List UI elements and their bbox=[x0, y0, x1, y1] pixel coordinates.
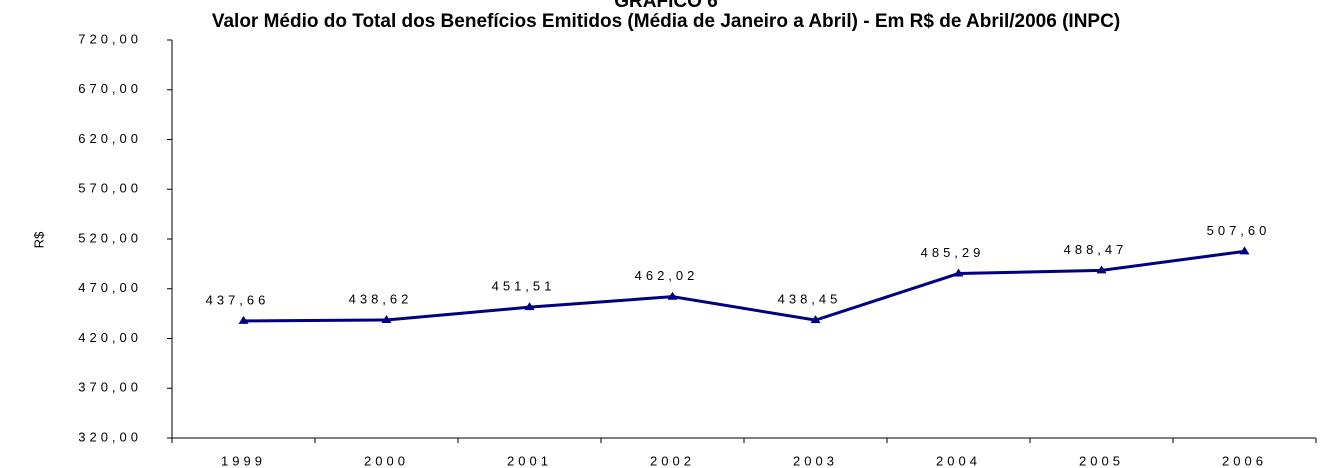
marker bbox=[810, 315, 821, 324]
data-label: 451,51 bbox=[492, 279, 556, 294]
data-label: 485,29 bbox=[921, 245, 985, 260]
chart-subtitle: Valor Médio do Total dos Benefícios Emit… bbox=[212, 11, 1120, 32]
data-label: 438,62 bbox=[349, 291, 413, 306]
y-axis-label: R$ bbox=[31, 231, 46, 248]
x-tick-label: 2002 bbox=[650, 453, 695, 468]
x-tick-label: 1999 bbox=[221, 453, 266, 468]
x-tick-label: 2001 bbox=[507, 453, 552, 468]
y-tick-label: 370,00 bbox=[78, 380, 142, 395]
x-tick-label: 2006 bbox=[1222, 453, 1267, 468]
y-tick-label: 520,00 bbox=[78, 230, 142, 245]
x-tick-label: 2003 bbox=[793, 453, 838, 468]
marker bbox=[381, 314, 392, 323]
data-label: 507,60 bbox=[1207, 223, 1271, 238]
y-tick-label: 670,00 bbox=[78, 81, 142, 96]
data-label: 488,47 bbox=[1064, 242, 1128, 257]
chart-title: GRÁFICO 6 bbox=[614, 0, 717, 12]
data-label: 438,45 bbox=[778, 292, 842, 307]
marker bbox=[524, 302, 535, 311]
y-tick-label: 570,00 bbox=[78, 181, 142, 196]
marker bbox=[953, 268, 964, 277]
x-tick-label: 2005 bbox=[1079, 453, 1124, 468]
x-tick-label: 2000 bbox=[364, 453, 409, 468]
y-tick-label: 720,00 bbox=[78, 31, 142, 46]
x-tick-label: 2004 bbox=[936, 453, 981, 468]
data-label: 462,02 bbox=[635, 268, 699, 283]
marker bbox=[667, 291, 678, 300]
marker bbox=[1239, 246, 1250, 255]
marker bbox=[238, 315, 249, 324]
y-tick-label: 320,00 bbox=[78, 429, 142, 444]
y-tick-label: 620,00 bbox=[78, 131, 142, 146]
y-tick-label: 470,00 bbox=[78, 280, 142, 295]
line bbox=[243, 249, 1245, 323]
marker bbox=[1096, 265, 1107, 274]
y-tick-label: 420,00 bbox=[78, 330, 142, 345]
data-label: 437,66 bbox=[206, 292, 270, 307]
